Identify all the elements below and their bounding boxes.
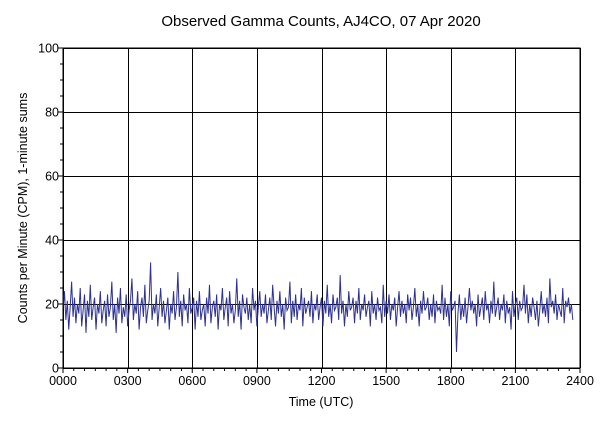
y-axis-ticks: 0 20 40 60 80 100	[38, 42, 63, 376]
y-tick-label: 80	[45, 106, 59, 120]
x-tick-label: 0900	[243, 374, 271, 388]
minor-ticks	[60, 63, 570, 371]
x-tick-label: 1800	[437, 374, 465, 388]
y-axis-label: Counts per Minute (CPM), 1-minute sums	[16, 93, 30, 324]
x-tick-label: 1200	[308, 374, 336, 388]
x-axis-label: Time (UTC)	[289, 395, 354, 409]
x-axis-ticks: 0000 0300 0600 0900 1200 1500 1800 2100 2400	[49, 368, 594, 388]
x-tick-label: 2100	[501, 374, 529, 388]
series-layer	[62, 262, 574, 353]
x-tick-label: 0600	[178, 374, 206, 388]
x-tick-label: 2400	[566, 374, 594, 388]
y-tick-label: 100	[38, 42, 59, 56]
y-tick-label: 20	[45, 298, 59, 312]
chart-title: Observed Gamma Counts, AJ4CO, 07 Apr 202…	[161, 13, 480, 30]
x-tick-label: 0000	[49, 374, 77, 388]
series-line	[62, 262, 574, 353]
x-tick-label: 0300	[114, 374, 142, 388]
y-tick-label: 60	[45, 170, 59, 184]
plot-area-background	[63, 48, 580, 368]
y-tick-label: 40	[45, 234, 59, 248]
y-tick-label: 0	[52, 362, 59, 376]
x-tick-label: 1500	[372, 374, 400, 388]
